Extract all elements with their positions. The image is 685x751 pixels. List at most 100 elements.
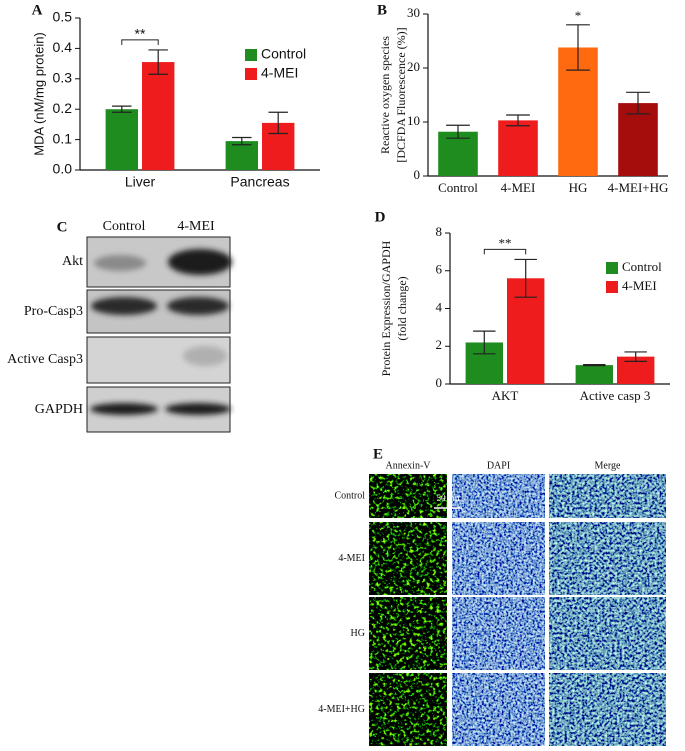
y-tick-label: 2 xyxy=(436,337,443,352)
micrograph xyxy=(549,522,666,595)
x-tick-label: Control xyxy=(438,180,478,195)
legend-swatch xyxy=(245,68,257,80)
significance-bracket xyxy=(483,248,527,255)
microscopy-column-label: Annexin-V xyxy=(386,460,432,471)
bar xyxy=(498,120,538,176)
y-tick-label: 8 xyxy=(436,224,443,239)
y-tick-label: 0 xyxy=(436,375,443,390)
blot-band xyxy=(94,255,146,271)
blot-labels: Control 4-MEI Akt Pro-Casp3 Active Casp3 GAPD… xyxy=(7,219,215,417)
x-tick-label: Pancreas xyxy=(230,174,289,190)
y-axis-label: [DCFDA Fluorescence (%)] xyxy=(394,27,408,162)
bar xyxy=(142,62,175,170)
y-tick-label: 0.3 xyxy=(53,70,73,86)
panel-label: B xyxy=(377,2,387,18)
x-tick-label: 4-MEI xyxy=(501,180,536,195)
error-bar xyxy=(506,114,530,127)
micrograph xyxy=(369,597,447,670)
panel-label: D xyxy=(375,209,386,225)
error-bar xyxy=(112,105,132,113)
chart: 0 10 20 30 Reactive oxygen species [DCFDA Flu… xyxy=(378,5,669,195)
y-tick-label: 0.5 xyxy=(53,9,73,25)
microscopy: Annexin-V DAPI Merge Control 4-MEI HG 4-MEI+HG… xyxy=(318,460,666,746)
microscopy-column-label: DAPI xyxy=(487,460,510,471)
y-tick-label: 6 xyxy=(436,262,443,277)
error-bar xyxy=(473,330,496,355)
microscopy-row-label: 4-MEI+HG xyxy=(318,704,365,715)
significance-bracket xyxy=(121,39,159,45)
blot-column-label: 4-MEI xyxy=(177,219,215,234)
legend-swatch xyxy=(245,49,257,61)
error-bar xyxy=(446,124,470,139)
significance-label: ** xyxy=(499,235,512,250)
blot-row-label: Active Casp3 xyxy=(7,352,83,367)
blot-band xyxy=(167,297,229,315)
legend-swatch xyxy=(606,262,618,274)
error-bar xyxy=(624,351,647,362)
blot-band xyxy=(165,403,231,415)
x-tick-label: Liver xyxy=(125,174,156,190)
micrograph xyxy=(549,673,666,746)
y-tick-label: 10 xyxy=(407,113,420,128)
error-bar xyxy=(514,258,537,298)
micrograph xyxy=(549,474,666,518)
error-bar xyxy=(583,363,606,367)
blot-band xyxy=(91,297,157,315)
micrograph xyxy=(452,522,545,595)
micrograph xyxy=(452,474,545,518)
micrograph xyxy=(452,673,545,746)
micrograph xyxy=(369,522,447,595)
error-bar xyxy=(148,49,168,75)
microscopy-row-label: Control xyxy=(334,490,365,501)
error-bar xyxy=(566,24,590,71)
blot-band xyxy=(90,403,158,415)
error-bar xyxy=(232,136,252,146)
bar xyxy=(438,131,478,176)
y-tick-label: 4 xyxy=(436,299,443,314)
bar xyxy=(225,141,258,170)
micrograph xyxy=(369,673,447,746)
error-bar xyxy=(626,91,650,115)
y-axis-label: Protein Expression/GAPDH xyxy=(379,240,393,376)
significance-label: * xyxy=(575,8,582,23)
chart: 0 2 4 6 8 Protein Expression/GAPDH (fold chang… xyxy=(379,224,670,403)
legend-label: Control xyxy=(622,259,662,274)
y-tick-label: 0.2 xyxy=(53,100,73,116)
bar xyxy=(575,365,613,384)
blot-row-label: Akt xyxy=(62,254,83,269)
micrograph xyxy=(452,597,545,670)
blot-row-label: GAPDH xyxy=(35,402,83,417)
x-tick-label: 4-MEI+HG xyxy=(608,180,669,195)
blot-row-label: Pro-Casp3 xyxy=(24,304,83,319)
legend-label: 4-MEI xyxy=(622,278,657,293)
microscopy-column-label: Merge xyxy=(595,460,621,471)
legend-label: 4-MEI xyxy=(261,65,298,81)
bar xyxy=(105,109,138,170)
western-blot xyxy=(86,236,232,433)
blot-band xyxy=(168,249,232,275)
micrograph xyxy=(549,597,666,670)
error-bar xyxy=(268,111,288,135)
blot-column-label: Control xyxy=(103,219,146,234)
y-tick-label: 0.0 xyxy=(53,161,73,177)
legend-label: Control xyxy=(261,46,306,62)
scale-bar-label: 50 μm xyxy=(436,493,459,503)
y-axis-label: Reactive oxygen species xyxy=(378,36,392,154)
bar xyxy=(618,103,658,176)
x-tick-label: Active casp 3 xyxy=(580,388,651,403)
panel-label: C xyxy=(57,219,68,235)
x-tick-label: HG xyxy=(569,180,588,195)
significance-label: ** xyxy=(135,26,146,42)
y-tick-label: 20 xyxy=(407,59,420,74)
y-tick-label: 0.1 xyxy=(53,130,73,146)
y-axis-label: (fold change) xyxy=(395,276,409,340)
panel-label: E xyxy=(373,446,383,462)
microscopy-row-label: HG xyxy=(351,628,365,639)
x-tick-label: AKT xyxy=(492,388,519,403)
y-tick-label: 0.4 xyxy=(53,39,73,55)
micrograph xyxy=(369,474,447,518)
chart: 0.0 0.1 0.2 0.3 0.4 0.5 MDA (nM/mg protein) Liv… xyxy=(31,9,320,190)
microscopy-row-label: 4-MEI xyxy=(338,553,365,564)
blot-band xyxy=(183,346,227,366)
